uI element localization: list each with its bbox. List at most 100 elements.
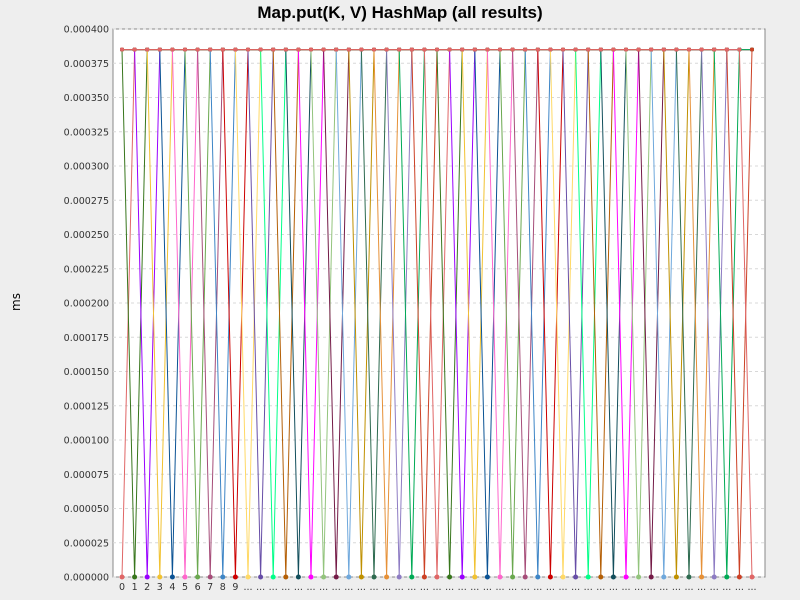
series-point bbox=[271, 47, 276, 52]
y-tick-label: 0.000025 bbox=[64, 538, 109, 549]
x-tick-label: ... bbox=[445, 582, 454, 593]
series-point bbox=[220, 574, 226, 580]
series-point bbox=[384, 574, 390, 580]
x-tick-label: 7 bbox=[207, 582, 213, 593]
series-point bbox=[510, 47, 515, 52]
x-tick-label: ... bbox=[306, 582, 315, 593]
series-point bbox=[409, 574, 415, 580]
y-tick-label: 0.000375 bbox=[64, 59, 109, 70]
series-point bbox=[661, 47, 666, 52]
x-tick-label: ... bbox=[369, 582, 378, 593]
series-point bbox=[624, 47, 628, 52]
series-point bbox=[422, 47, 427, 52]
x-tick-label: ... bbox=[294, 582, 303, 593]
series-point bbox=[712, 47, 717, 52]
y-tick-label: 0.000350 bbox=[64, 93, 109, 104]
x-tick-label: ... bbox=[382, 582, 391, 593]
y-tick-label: 0.000250 bbox=[64, 230, 109, 241]
series-point bbox=[623, 574, 629, 580]
series-point bbox=[749, 574, 755, 580]
x-tick-label: ... bbox=[634, 582, 643, 593]
series-point bbox=[258, 574, 264, 580]
series-point bbox=[522, 574, 528, 580]
series-point bbox=[321, 574, 327, 580]
series-point bbox=[485, 47, 490, 52]
series-point bbox=[447, 574, 453, 580]
series-point bbox=[560, 574, 566, 580]
series-point bbox=[157, 47, 162, 52]
x-tick-labels: 0 1 2 3 4 5 6 7 8 9..............................… bbox=[119, 582, 757, 593]
series-point bbox=[195, 47, 200, 52]
x-tick-label: ... bbox=[697, 582, 706, 593]
series-point bbox=[497, 574, 503, 580]
series-point bbox=[561, 47, 565, 52]
series-point bbox=[397, 47, 402, 52]
series-point bbox=[195, 574, 201, 580]
y-tick-labels: 0.000000 0.000025 0.000050 0.000075 0.000100… bbox=[64, 25, 109, 584]
y-tick-label: 0.000200 bbox=[64, 299, 109, 310]
x-tick-label: ... bbox=[432, 582, 441, 593]
y-tick-label: 0.000075 bbox=[64, 470, 109, 481]
series-point bbox=[434, 574, 440, 580]
x-tick-label: ... bbox=[647, 582, 656, 593]
series-point bbox=[270, 574, 276, 580]
series-point bbox=[737, 47, 742, 52]
series-point bbox=[598, 47, 603, 52]
series-point bbox=[384, 47, 389, 52]
series-point bbox=[132, 47, 137, 52]
x-tick-label: 4 bbox=[169, 582, 175, 593]
y-tick-label: 0.000325 bbox=[64, 127, 109, 138]
series-point bbox=[207, 574, 213, 580]
series-point bbox=[333, 574, 339, 580]
series-lines bbox=[119, 47, 755, 580]
y-tick-label: 0.000300 bbox=[64, 162, 109, 173]
x-tick-label: ... bbox=[407, 582, 416, 593]
y-tick-label: 0.000400 bbox=[64, 25, 109, 36]
series-point bbox=[233, 47, 238, 52]
x-tick-label: 5 bbox=[182, 582, 188, 593]
series-point bbox=[699, 574, 705, 580]
x-tick-label: ... bbox=[483, 582, 492, 593]
x-tick-label: ... bbox=[710, 582, 719, 593]
x-tick-label: ... bbox=[344, 582, 353, 593]
series-point bbox=[435, 47, 439, 52]
series-point bbox=[321, 47, 326, 52]
series-point bbox=[232, 574, 238, 580]
series-point bbox=[686, 574, 692, 580]
series-point bbox=[334, 47, 339, 52]
x-tick-label: ... bbox=[672, 582, 681, 593]
series-point bbox=[169, 574, 175, 580]
series-point bbox=[535, 47, 540, 52]
series-point bbox=[132, 574, 138, 580]
x-tick-label: ... bbox=[521, 582, 530, 593]
series-point bbox=[358, 574, 364, 580]
x-tick-label: ... bbox=[584, 582, 593, 593]
y-tick-label: 0.000125 bbox=[64, 401, 109, 412]
x-tick-label: ... bbox=[722, 582, 731, 593]
series-point bbox=[573, 574, 579, 580]
x-tick-label: ... bbox=[269, 582, 278, 593]
x-tick-label: ... bbox=[609, 582, 618, 593]
series-point bbox=[447, 47, 452, 52]
series-point bbox=[295, 574, 301, 580]
series-point bbox=[585, 574, 591, 580]
y-tick-label: 0.000225 bbox=[64, 264, 109, 275]
series-point bbox=[409, 47, 414, 52]
series-point bbox=[523, 47, 528, 52]
x-tick-label: ... bbox=[357, 582, 366, 593]
x-tick-label: ... bbox=[458, 582, 467, 593]
x-tick-label: ... bbox=[747, 582, 756, 593]
x-tick-label: 9 bbox=[232, 582, 238, 593]
gridlines bbox=[113, 28, 765, 578]
x-tick-label: 2 bbox=[144, 582, 150, 593]
series-point bbox=[460, 47, 465, 52]
series-point bbox=[372, 47, 376, 52]
x-tick-label: ... bbox=[571, 582, 580, 593]
x-tick-label: ... bbox=[420, 582, 429, 593]
series-point bbox=[145, 47, 150, 52]
series-point bbox=[673, 574, 679, 580]
series-point bbox=[687, 47, 691, 52]
x-tick-label: ... bbox=[735, 582, 744, 593]
x-tick-label: ... bbox=[332, 582, 341, 593]
x-tick-label: 8 bbox=[220, 582, 226, 593]
